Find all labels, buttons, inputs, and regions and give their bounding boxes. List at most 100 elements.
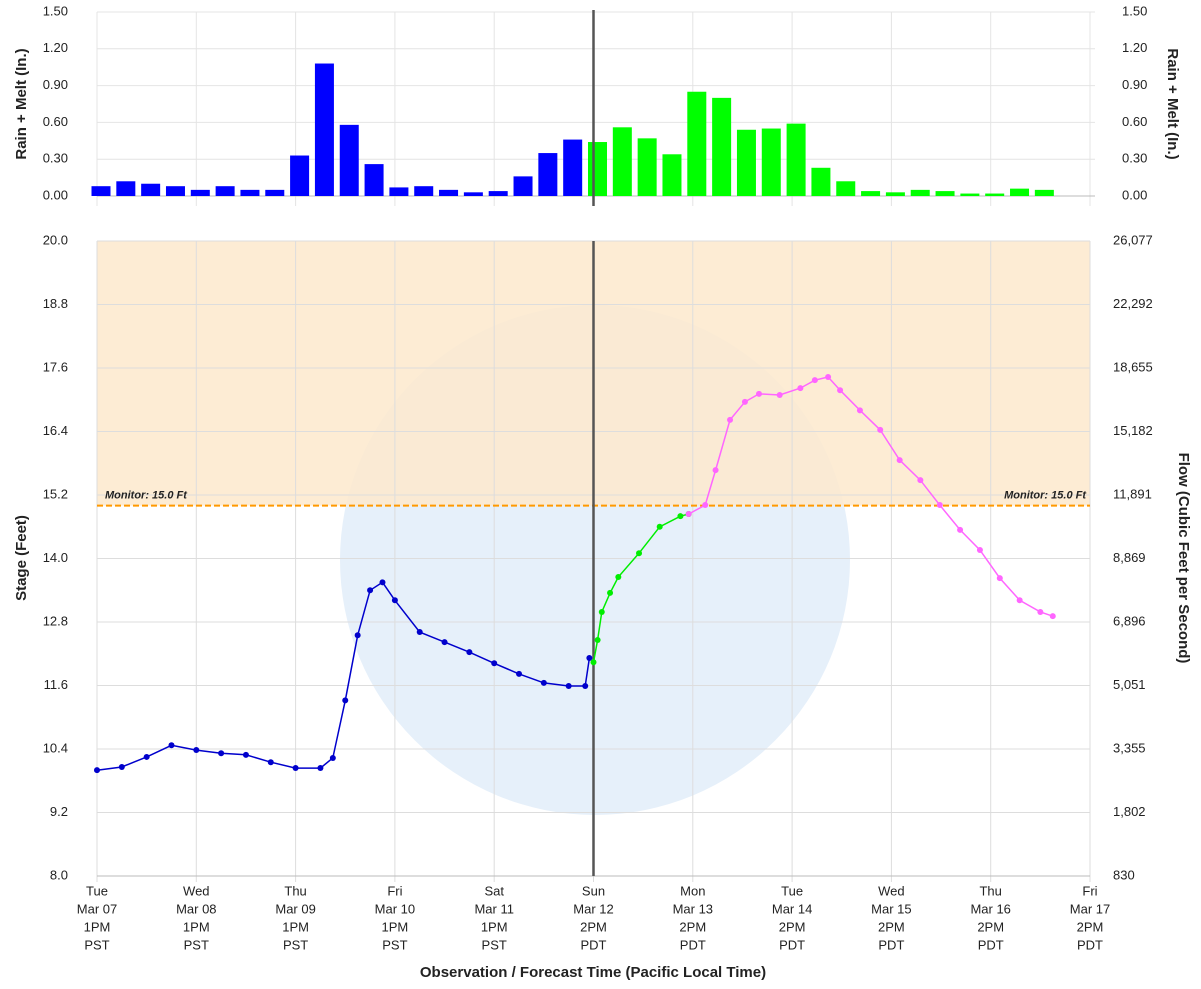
y-tick-label: 12.8	[43, 613, 68, 628]
stage-point	[712, 467, 719, 474]
x-tick-label: 1PM	[382, 919, 409, 934]
stage-point	[94, 767, 100, 774]
bar	[885, 192, 905, 196]
stage-point	[168, 742, 175, 749]
stage-point	[957, 526, 964, 533]
stage-point	[416, 629, 423, 636]
x-tick-label: 1PM	[84, 919, 111, 934]
bar	[811, 167, 831, 196]
x-tick-label: Fri	[387, 883, 402, 898]
stage-point	[267, 759, 274, 766]
y2-tick-label: 3,355	[1113, 740, 1146, 755]
stage-point	[811, 377, 818, 384]
stage-point	[367, 587, 374, 594]
bar	[141, 183, 161, 196]
x-tick-label: Mar 11	[474, 901, 514, 916]
bar	[414, 186, 434, 196]
x-tick-label: Tue	[781, 883, 803, 898]
stage-point	[292, 765, 299, 772]
x-tick-label: Wed	[878, 883, 905, 898]
stage-point	[218, 750, 225, 757]
x-tick-label: Mar 12	[573, 901, 613, 916]
stage-point	[379, 579, 386, 586]
x-tick-label: Mar 10	[375, 901, 415, 916]
y-tick-label: 10.4	[43, 740, 68, 755]
stage-point	[896, 457, 903, 464]
stage-point	[685, 511, 692, 518]
y-tick-label: 15.2	[43, 486, 68, 501]
bar	[339, 124, 359, 196]
bar	[389, 187, 409, 196]
bar	[662, 154, 682, 196]
bar	[538, 153, 558, 196]
x-tick-label: PDT	[1077, 937, 1103, 952]
monitor-label: Monitor: 15.0 Ft	[105, 489, 188, 501]
stage-point	[976, 547, 983, 554]
stage-point	[242, 751, 249, 758]
stage-point	[354, 632, 361, 639]
stage-point	[491, 660, 498, 667]
bar	[364, 164, 384, 196]
x-tick-label: 2PM	[878, 919, 905, 934]
bar	[314, 63, 334, 196]
stage-point	[540, 679, 547, 686]
y-tick-label: 9.2	[50, 804, 68, 819]
y-tick-label: 0.60	[43, 114, 68, 129]
x-tick-label: PDT	[878, 937, 904, 952]
stage-point	[636, 550, 643, 557]
bar	[985, 193, 1005, 196]
x-tick-label: Mon	[680, 883, 705, 898]
stage-point	[586, 654, 593, 661]
stage-point	[936, 502, 943, 509]
x-tick-label: Mar 15	[871, 901, 911, 916]
x-tick-label: Fri	[1082, 883, 1097, 898]
bar	[265, 189, 285, 196]
monitor-label: Monitor: 15.0 Ft	[1004, 489, 1087, 501]
x-tick-label: PDT	[581, 937, 607, 952]
x-tick-label: Mar 08	[176, 901, 216, 916]
stage-point	[590, 659, 597, 666]
stage-point	[1016, 597, 1023, 604]
y-tick-label: 14.0	[43, 550, 68, 565]
y-tick-label: 11.6	[44, 677, 68, 692]
x-tick-label: Thu	[284, 883, 306, 898]
bar	[935, 191, 955, 196]
x-tick-label: 2PM	[779, 919, 806, 934]
stage-point	[317, 765, 324, 772]
y2-tick-label: 8,869	[1113, 550, 1146, 565]
x-tick-label: 2PM	[1077, 919, 1104, 934]
bar	[91, 186, 111, 196]
x-axis-title: Observation / Forecast Time (Pacific Loc…	[420, 964, 766, 981]
stage-point	[598, 608, 605, 615]
x-tick-label: PST	[382, 937, 407, 952]
bar	[1034, 189, 1054, 196]
y2-tick-label: 830	[1113, 867, 1135, 882]
stage-point	[702, 502, 709, 509]
y2-tick-label: 0.60	[1122, 114, 1147, 129]
y2-tick-label: 18,655	[1113, 359, 1153, 374]
y-axis-title: Rain + Melt (In.)	[13, 48, 30, 159]
x-tick-label: PST	[184, 937, 209, 952]
x-tick-label: 2PM	[977, 919, 1004, 934]
bar	[513, 176, 533, 196]
y-tick-label: 17.6	[43, 359, 68, 374]
bar	[563, 139, 583, 196]
y2-tick-label: 26,077	[1113, 232, 1153, 247]
stage-point	[1049, 613, 1056, 620]
stage-point	[996, 575, 1003, 582]
y-tick-label: 1.20	[43, 40, 68, 55]
stage-point	[118, 763, 125, 770]
stage-line	[688, 376, 1054, 617]
bar	[165, 186, 185, 196]
bar	[588, 142, 607, 196]
stage-point	[342, 697, 349, 704]
x-tick-label: Sun	[582, 883, 605, 898]
x-tick-label: PDT	[680, 937, 706, 952]
stage-point	[193, 747, 200, 754]
bar	[637, 138, 657, 196]
y-tick-label: 0.30	[43, 151, 68, 166]
x-tick-label: Mar 09	[275, 901, 315, 916]
y2-tick-label: 22,292	[1113, 296, 1153, 311]
x-tick-label: Mar 07	[77, 901, 117, 916]
x-tick-label: Mar 13	[673, 901, 713, 916]
